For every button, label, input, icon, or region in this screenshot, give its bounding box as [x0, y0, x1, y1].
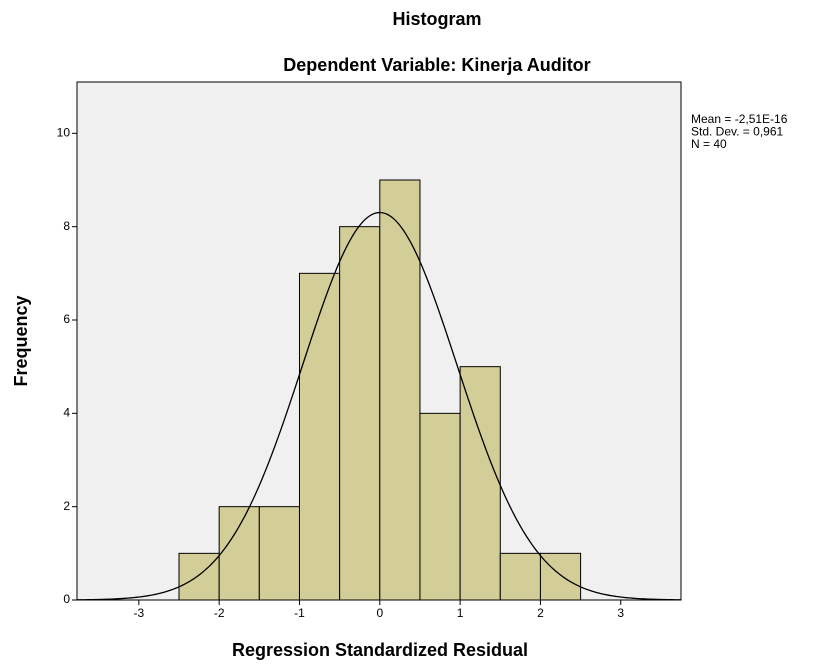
x-tick-label: 2 [537, 606, 544, 620]
stats-text: Mean = -2,51E-16 [691, 112, 788, 126]
bar [339, 226, 381, 601]
x-tick-label: -2 [214, 606, 225, 620]
bar [298, 272, 341, 601]
y-tick-label: 4 [63, 406, 70, 420]
x-tick-label: 0 [376, 606, 383, 620]
x-tick-label: 1 [457, 606, 464, 620]
stats-text: N = 40 [691, 137, 727, 151]
y-tick-label: 6 [63, 312, 70, 326]
bar [539, 552, 582, 601]
y-axis-label: Frequency [11, 295, 31, 386]
x-tick-label: -3 [134, 606, 145, 620]
bar [379, 179, 421, 601]
bar [178, 552, 220, 601]
stats-text: Std. Dev. = 0,961 [691, 125, 783, 139]
x-axis-label: Regression Standardized Residual [232, 640, 528, 660]
chart-title: Histogram [392, 9, 481, 29]
bar [419, 412, 461, 601]
normal-curve [76, 211, 682, 601]
y-tick-label: 10 [57, 126, 71, 140]
x-tick-label: 3 [617, 606, 624, 620]
bar [258, 506, 300, 601]
y-tick-label: 8 [63, 219, 70, 233]
x-tick-label: -1 [294, 606, 305, 620]
chart-subtitle: Dependent Variable: Kinerja Auditor [283, 55, 590, 75]
bar [218, 506, 260, 601]
y-tick-label: 2 [63, 499, 70, 513]
y-tick-label: 0 [63, 592, 70, 606]
bar [459, 366, 501, 601]
bar [499, 552, 541, 601]
